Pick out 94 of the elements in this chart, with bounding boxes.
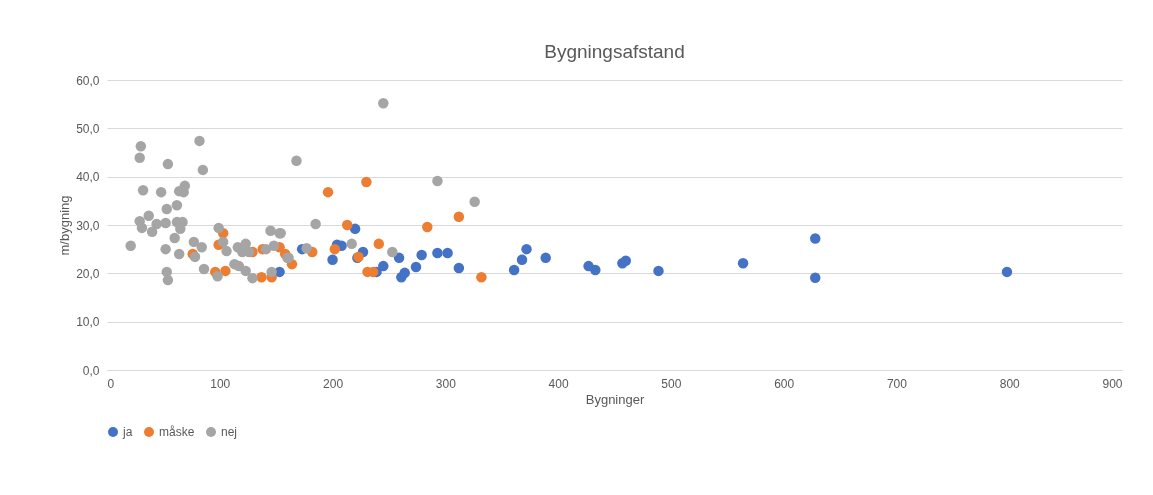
- point: [155, 186, 167, 198]
- x-tick-label: 800: [999, 376, 1021, 391]
- point: [521, 243, 532, 255]
- point: [422, 221, 433, 233]
- point: [137, 184, 149, 196]
- point: [197, 164, 209, 176]
- point: [171, 199, 183, 211]
- point: [151, 218, 162, 230]
- y-tick-label: 20,0: [76, 266, 100, 281]
- point: [266, 266, 277, 278]
- y-tick-label: 50,0: [76, 121, 100, 136]
- point: [516, 254, 528, 266]
- point: [416, 249, 427, 261]
- point: [173, 248, 185, 260]
- x-tick-label: 500: [661, 376, 682, 391]
- y-tick-label: 40,0: [76, 170, 100, 185]
- point: [453, 262, 465, 274]
- point: [378, 260, 389, 272]
- x-axis-title: Bygninger: [585, 391, 645, 407]
- y-tick-label: 30,0: [76, 218, 100, 233]
- point: [378, 97, 389, 109]
- point: [146, 226, 158, 237]
- point: [256, 271, 267, 283]
- point: [322, 186, 334, 198]
- point: [349, 223, 361, 235]
- y-tick-label: 60,0: [76, 73, 100, 88]
- point: [196, 242, 207, 253]
- point: [212, 271, 223, 282]
- y-axis-title: m/bygning: [57, 195, 73, 256]
- point: [240, 265, 251, 277]
- point: [393, 252, 405, 264]
- point: [346, 238, 357, 250]
- point: [194, 135, 205, 147]
- point: [410, 261, 422, 273]
- point: [540, 252, 551, 264]
- point: [373, 238, 385, 250]
- point: [453, 211, 465, 223]
- point: [260, 243, 272, 255]
- point: [810, 272, 821, 283]
- point: [265, 225, 276, 237]
- point: [399, 267, 410, 279]
- point: [653, 265, 664, 277]
- y-tick-label: 0,0: [82, 363, 100, 378]
- point: [161, 203, 173, 215]
- x-tick-label: 200: [323, 376, 344, 391]
- x-tick-label: 600: [774, 376, 795, 391]
- point: [160, 243, 171, 255]
- point: [268, 240, 280, 252]
- point: [1001, 266, 1013, 278]
- x-tick-label: 700: [886, 376, 908, 391]
- point: [432, 175, 443, 187]
- point: [247, 272, 258, 284]
- point: [469, 196, 480, 208]
- point: [162, 274, 174, 286]
- point: [136, 222, 148, 234]
- chart-title: Bygningsafstand: [544, 41, 685, 62]
- point: [590, 264, 601, 276]
- point: [220, 265, 231, 277]
- point: [221, 245, 232, 257]
- point: [329, 243, 341, 255]
- legend-label: nej: [221, 425, 238, 439]
- y-tick-label: 10,0: [76, 315, 100, 330]
- point: [508, 264, 520, 276]
- point: [737, 257, 749, 269]
- point: [476, 271, 487, 283]
- point: [169, 232, 180, 244]
- point: [198, 263, 210, 275]
- x-tick-label: 100: [210, 376, 231, 391]
- x-tick-label: 400: [548, 376, 569, 391]
- point: [135, 140, 147, 152]
- point: [387, 246, 398, 258]
- point: [432, 247, 443, 259]
- point: [327, 254, 338, 266]
- point: [213, 222, 224, 234]
- point: [188, 236, 200, 248]
- point: [217, 236, 229, 248]
- point: [442, 247, 453, 259]
- point: [361, 176, 372, 188]
- point: [162, 158, 174, 170]
- legend-label: ja: [122, 425, 133, 439]
- point: [160, 217, 171, 229]
- point: [810, 233, 821, 244]
- point: [125, 240, 136, 252]
- point: [310, 218, 321, 230]
- legend-label: måske: [159, 425, 195, 439]
- point: [143, 210, 154, 222]
- point: [620, 255, 632, 266]
- point: [134, 152, 145, 164]
- x-tick-label: 0: [107, 376, 115, 391]
- point: [301, 242, 312, 254]
- point: [341, 219, 353, 231]
- x-tick-label: 900: [1102, 376, 1123, 391]
- point: [291, 155, 302, 166]
- x-tick-label: 300: [435, 376, 457, 391]
